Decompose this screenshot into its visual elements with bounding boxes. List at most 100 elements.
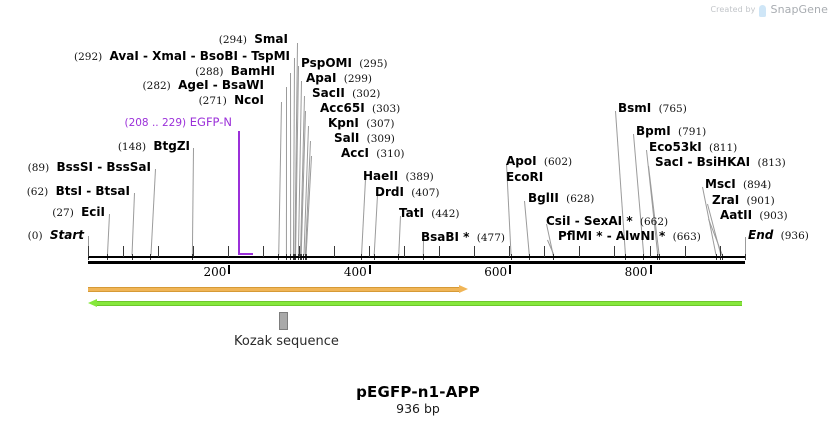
egfp-n-feature-foot [238,253,253,255]
enzyme-position: (89) [27,162,50,174]
enzyme-name: End [748,228,774,242]
enzyme-name: SacII [312,86,345,100]
enzyme-label-avai-xmai-bsobi-tspmi: (292) AvaI - XmaI - BsoBI - TspMI [0,50,290,64]
feature-name-egfp-n: EGFP-N [189,115,232,129]
enzyme-position: (662) [639,216,669,228]
kozak-sequence-label: Kozak sequence [234,334,339,349]
enzyme-label-zrai: ZraI (901) [712,194,775,208]
enzyme-name: PflMI * - AlwNI * [558,229,666,243]
enzyme-position: (811) [709,142,738,154]
enzyme-label-saci-bsihkai: SacI - BsiHKAI (813) [655,156,786,170]
enzyme-name: ApaI [306,71,337,85]
ruler-minor-tick [579,246,581,257]
enzyme-position: (936) [780,230,809,242]
enzyme-name: BtgZI [153,139,190,153]
ruler-tick-label: 800 [624,265,648,279]
egfp-n-feature-bracket [238,131,240,255]
enzyme-position: (813) [757,157,786,169]
enzyme-name: EcoRI [506,170,544,184]
enzyme-position: (901) [746,195,775,207]
leader-line [290,72,292,256]
enzyme-label-start: (0) Start [0,229,84,243]
enzyme-name: Eco53kI [649,140,702,154]
enzyme-position: (628) [566,193,595,205]
ruler-minor-tick [158,246,160,257]
enzyme-label-bpmi: BpmI (791) [636,125,706,139]
enzyme-label-pflmi-alwni: PflMI * - AlwNI * (663) [558,230,701,244]
enzyme-position: (309) [366,133,395,145]
ruler-minor-tick [614,246,616,257]
enzyme-name: KpnI [328,116,359,130]
enzyme-position: (292) [74,51,103,63]
enzyme-name: HaeII [363,169,399,183]
ruler-minor-tick [544,246,546,257]
enzyme-position: (442) [431,208,460,220]
ruler-minor-tick [263,246,265,257]
leader-line [131,192,135,256]
enzyme-position: (62) [26,186,49,198]
enzyme-name: AatII [720,208,753,222]
enzyme-name: BpmI [636,124,671,138]
enzyme-label-ncoi: (271) NcoI [0,94,264,108]
enzyme-name: AvaI - XmaI - BsoBI - TspMI [109,49,290,63]
ruler-minor-tick [368,246,370,257]
leader-line [361,178,366,256]
ruler-minor-tick [684,246,686,257]
snapgene-logo-icon [759,4,767,17]
ruler-minor-tick [193,246,195,257]
sequence-backbone-top [88,256,745,258]
enzyme-label-agei-bsawi: (282) AgeI - BsaWI [0,79,264,93]
site-tick [745,254,746,260]
enzyme-position: (302) [352,88,381,100]
enzyme-name: Acc65I [320,101,365,115]
enzyme-name: BamHI [230,64,275,78]
enzyme-label-eco53ki: Eco53kI (811) [649,141,737,155]
enzyme-label-bglii: BglII (628) [528,192,594,206]
enzyme-label-drdi: DrdI (407) [375,186,439,200]
enzyme-label-msci: MscI (894) [705,178,771,192]
ruler-major-tick [509,265,512,274]
plasmid-length-label: 936 bp [396,401,440,416]
ruler-tick-label: 400 [343,265,367,279]
enzyme-label-bsabi: BsaBI * (477) [421,231,505,245]
enzyme-position: (271) [198,95,227,107]
enzyme-label-pspomi: PspOMI (295) [301,57,387,71]
enzyme-position: (389) [405,171,434,183]
ruler-minor-tick [649,246,651,257]
leader-line [150,168,156,256]
enzyme-position: (288) [195,66,224,78]
ruler-tick-label: 200 [203,265,227,279]
enzyme-name: DrdI [375,185,404,199]
enzyme-label-bsmi: BsmI (765) [618,102,687,116]
feature-range-egfp-n: (208 .. 229) [124,117,187,129]
enzyme-name: AgeI - BsaWI [178,78,264,92]
enzyme-position: (303) [372,103,401,115]
enzyme-name: BssSI - BssSaI [56,160,151,174]
enzyme-label-bamhi: (288) BamHI [0,65,275,79]
enzyme-name: ZraI [712,193,740,207]
enzyme-position: (27) [52,207,74,219]
enzyme-label-apoi: ApoI (602) [506,155,572,169]
enzyme-name: PspOMI [301,56,352,70]
ruler-minor-tick [474,246,476,257]
ruler-tick-label: 600 [484,265,508,279]
leader-line [106,213,110,256]
enzyme-label-end: End (936) [748,229,809,243]
ruler-minor-tick [88,246,89,257]
ruler-minor-tick [403,246,405,257]
forward-strand-arrow [88,285,468,294]
enzyme-name: CsiI - SexAI * [546,214,633,228]
leader-line [278,101,282,255]
feature-label-egfp-n: (208 .. 229) EGFP-N [0,116,232,130]
ruler-minor-tick [298,246,300,257]
enzyme-label-apai: ApaI (299) [306,72,372,86]
enzyme-name: SalI [334,131,360,145]
enzyme-label-btgzi: (148) BtgZI [0,140,190,154]
forward-strand-arrow-body [88,287,459,292]
enzyme-name: SacI - BsiHKAI [655,155,751,169]
enzyme-label-ecii: (27) EciI [0,206,105,220]
enzyme-position: (894) [742,179,772,191]
enzyme-label-tati: TatI (442) [399,207,459,221]
enzyme-position: (791) [678,126,707,138]
enzyme-label-kpni: KpnI (307) [328,117,394,131]
